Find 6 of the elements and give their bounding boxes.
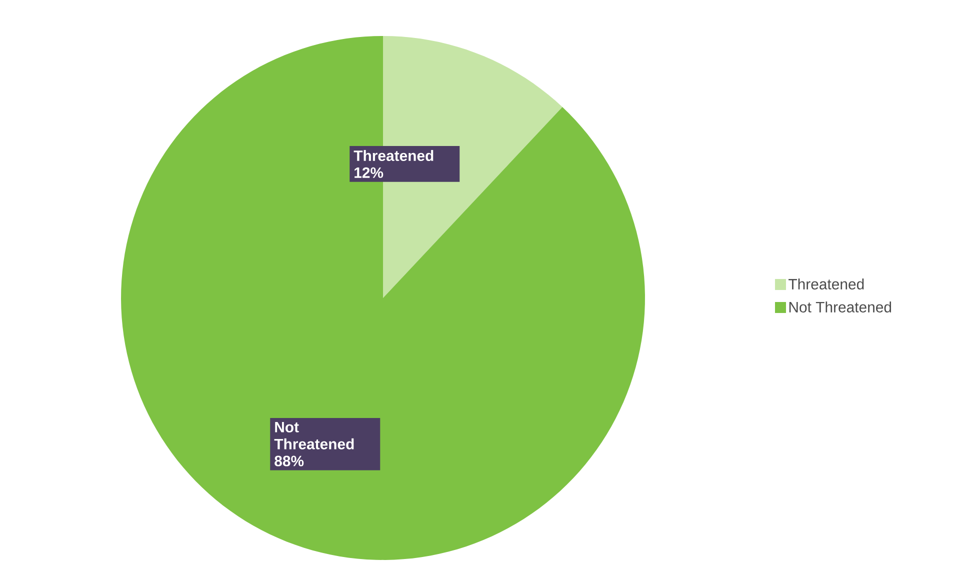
data-label: 12% bbox=[354, 167, 384, 178]
slice-label: Threatened bbox=[354, 150, 434, 162]
data-label: 88% bbox=[274, 456, 304, 466]
slice-label: Not Threatened bbox=[274, 422, 354, 450]
legend-label: Threatened bbox=[788, 278, 864, 290]
legend-label: Not Threatened bbox=[789, 302, 892, 312]
